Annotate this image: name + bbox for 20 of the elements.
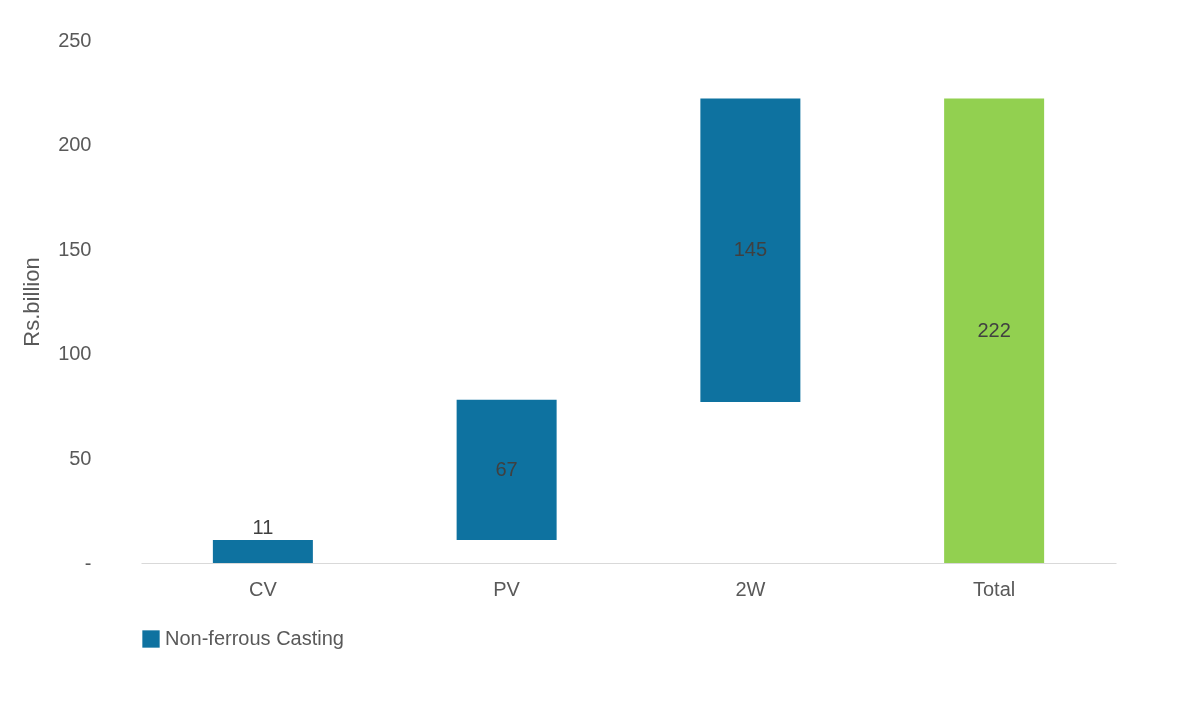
- y-tick-label: 250: [58, 28, 92, 51]
- bar: [944, 98, 1045, 563]
- y-axis-title: Rs.billion: [19, 257, 45, 347]
- data-label: 145: [733, 238, 768, 261]
- bar: [700, 98, 801, 402]
- bar: [212, 539, 313, 563]
- legend-label: Non-ferrous Casting: [165, 627, 344, 649]
- data-label: 222: [977, 318, 1011, 341]
- y-tick-label: 50: [69, 446, 92, 469]
- y-tick-label: 200: [58, 133, 92, 156]
- data-label: 67: [495, 457, 518, 480]
- bar: [456, 399, 557, 540]
- y-tick-label: 100: [58, 342, 92, 365]
- x-tick-label: 2W: [735, 577, 766, 600]
- y-tick-label: -: [84, 551, 92, 574]
- x-tick-label: CV: [248, 577, 278, 600]
- x-tick-label: PV: [493, 577, 521, 600]
- x-tick-label: Total: [973, 577, 1016, 600]
- y-tick-label: 150: [58, 237, 92, 260]
- data-label: 11: [252, 515, 274, 538]
